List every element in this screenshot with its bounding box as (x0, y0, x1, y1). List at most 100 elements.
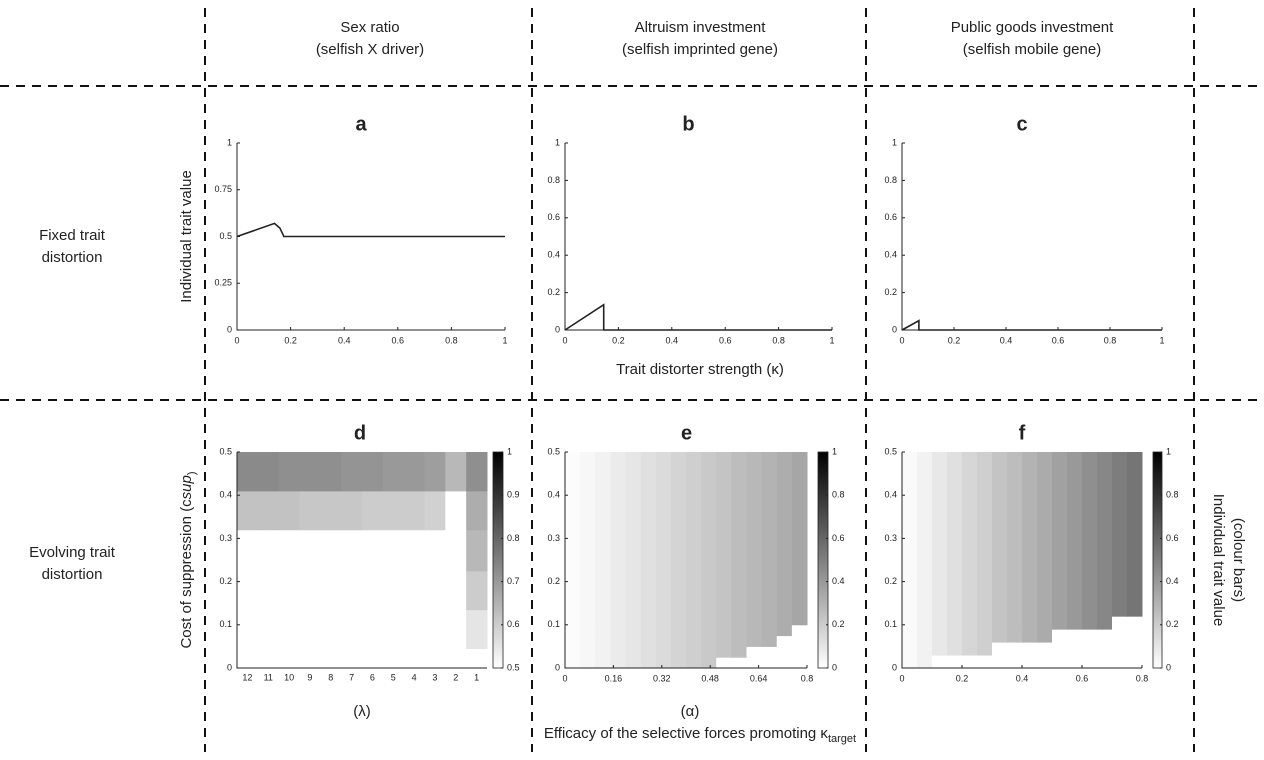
heatmap-cell (1022, 655, 1038, 669)
heatmap-cell (595, 657, 611, 669)
heatmap-cell (947, 629, 963, 643)
heatmap-cell (962, 642, 978, 656)
heatmap-cell (445, 452, 467, 492)
heatmap-cell (382, 490, 405, 531)
heatmap-cell (257, 529, 280, 572)
heatmap-cell (466, 648, 488, 669)
x-tick-label: 0.8 (801, 673, 814, 683)
heatmap-cell (299, 609, 321, 650)
column-subtitle: (selfish imprinted gene) (622, 41, 778, 58)
heatmap-cell (610, 452, 626, 626)
heatmap-cell (962, 616, 978, 630)
heatmap-cell (403, 529, 425, 572)
panel-label: a (355, 113, 367, 135)
heatmap-cell (580, 657, 596, 669)
heatmap-cell (1037, 655, 1053, 669)
heatmap-cell (1112, 452, 1128, 617)
heatmap-cell (716, 452, 732, 626)
heatmap-cell (237, 609, 259, 650)
colorbar-tick-label: 1 (1166, 446, 1171, 456)
heatmap-cell (701, 646, 717, 658)
heatmap-cell (670, 635, 687, 647)
colorbar-tick-label: 0.4 (832, 576, 845, 586)
heatmap-cell (1112, 629, 1128, 643)
heatmap-cell (932, 629, 948, 643)
x-tick-label: 0.6 (392, 335, 405, 345)
heatmap-cell (731, 646, 747, 658)
heatmap-cell (1067, 642, 1083, 656)
y-tick-label: 0 (227, 324, 232, 334)
heatmap-cell (299, 570, 321, 611)
y-tick-label: 0.2 (547, 287, 560, 297)
heatmap-cell (565, 635, 581, 647)
heatmap-cell (1127, 452, 1143, 617)
column-title: Altruism investment (635, 19, 767, 36)
y-tick-label: 0.5 (547, 446, 560, 456)
colorbar-label: (colour bars) (1230, 518, 1247, 602)
heatmap-cell (716, 635, 732, 647)
heatmap-cell (1052, 629, 1068, 643)
heatmap-cell (947, 655, 963, 669)
x-axis-label: Efficacy of the selective forces promoti… (544, 725, 856, 745)
y-tick-label: 0.1 (884, 619, 897, 629)
colorbar (492, 451, 504, 669)
x-axis-label: Trait distorter strength (κ) (616, 361, 784, 378)
heatmap-cell (424, 648, 446, 669)
heatmap-cell (278, 609, 300, 650)
heatmap-cell (610, 624, 626, 637)
x-tick-label: 0.8 (1104, 335, 1117, 345)
heatmap-cell (1052, 655, 1068, 669)
heatmap-cell (761, 646, 778, 658)
heatmap-cell (640, 635, 657, 647)
heatmap-cell (655, 635, 672, 647)
x-tick-label: 0.2 (956, 673, 969, 683)
colorbar-tick-label: 0.2 (832, 619, 845, 629)
heatmap-cell (917, 452, 933, 617)
heatmap-cell (565, 646, 581, 658)
heatmap-cell (382, 529, 405, 572)
x-tick-label: 6 (370, 672, 375, 682)
heatmap-cell (1082, 616, 1098, 630)
heatmap-cell (731, 657, 747, 669)
x-tick-label: 0.4 (1000, 335, 1013, 345)
heatmap-cell (445, 609, 467, 650)
y-tick-label: 0.4 (547, 490, 560, 500)
heatmap-cell (776, 635, 793, 647)
x-tick-label: 0.2 (948, 335, 961, 345)
heatmap-cell (776, 624, 793, 637)
heatmap-cell (932, 616, 948, 630)
heatmap-cell (791, 452, 808, 626)
heatmap-cell (320, 570, 342, 611)
heatmap-cell (701, 452, 717, 626)
heatmap-cell (625, 635, 642, 647)
heatmap-cell (992, 616, 1008, 630)
x-tick-label: 0.8 (772, 335, 785, 345)
y-tick-label: 0.1 (547, 619, 560, 629)
x-tick-label: 5 (391, 672, 396, 682)
y-tick-label: 0.2 (884, 576, 897, 586)
heatmap-cell (791, 635, 808, 647)
x-tick-label: 0 (562, 673, 567, 683)
heatmap-cell (1067, 655, 1083, 669)
y-tick-label: 0 (227, 662, 232, 672)
heatmap-cell (640, 624, 657, 637)
label-italic: sup (178, 475, 195, 499)
heatmap-cell (341, 609, 363, 650)
heatmap-cell (746, 635, 763, 647)
column-title: Sex ratio (340, 19, 399, 36)
heatmap-cell (1037, 629, 1053, 643)
heatmap-cell (1052, 616, 1068, 630)
x-tick-label: 4 (412, 672, 417, 682)
heatmap-cell (670, 646, 687, 658)
x-tick-label: 3 (432, 672, 437, 682)
x-tick-label: 12 (242, 672, 252, 682)
heatmap-cell (445, 529, 467, 572)
heatmap-cell (1097, 629, 1113, 643)
row-label: distortion (42, 566, 103, 583)
heatmap-cell (466, 452, 488, 492)
heatmap-cell (1097, 452, 1113, 617)
heatmap-cell (962, 629, 978, 643)
heatmap-cell (701, 635, 717, 647)
heatmap-cell (278, 570, 300, 611)
heatmap-cell (278, 452, 300, 492)
